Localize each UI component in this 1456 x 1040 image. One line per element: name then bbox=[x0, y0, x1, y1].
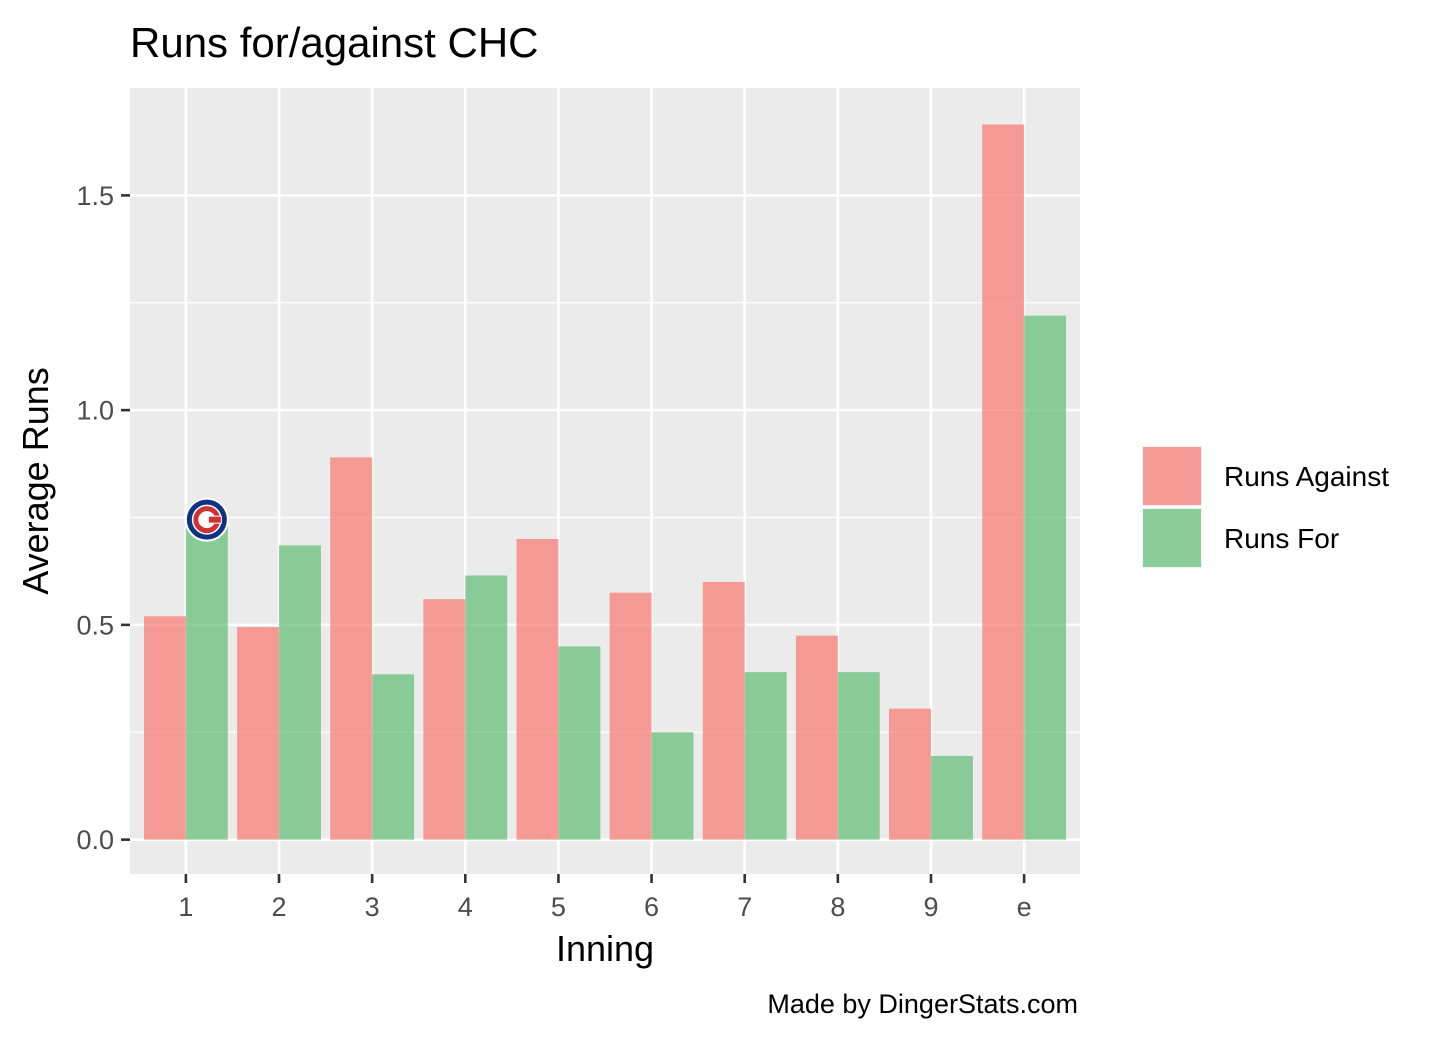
x-axis-title: Inning bbox=[556, 928, 654, 969]
x-tick-label: 1 bbox=[178, 892, 193, 922]
x-tick-label: 4 bbox=[458, 892, 473, 922]
chart-title: Runs for/against CHC bbox=[130, 19, 539, 66]
bar-runs-for bbox=[372, 674, 415, 840]
bar-runs-for bbox=[465, 575, 508, 840]
y-axis: 0.0 0.5 1.0 1.5 bbox=[76, 181, 130, 855]
x-tick-label: 9 bbox=[923, 892, 938, 922]
bar-runs-against bbox=[609, 592, 652, 840]
bar-runs-for bbox=[930, 755, 973, 840]
bar-runs-for bbox=[651, 732, 694, 840]
x-tick-label: 3 bbox=[365, 892, 380, 922]
y-tick-label: 0.5 bbox=[76, 610, 114, 640]
legend: Runs Against Runs For bbox=[1142, 446, 1389, 568]
bar-runs-against bbox=[143, 616, 186, 840]
y-tick-label: 1.5 bbox=[76, 181, 114, 211]
bar-runs-for bbox=[185, 519, 228, 840]
bar-runs-against bbox=[330, 457, 373, 840]
caption: Made by DingerStats.com bbox=[767, 989, 1078, 1019]
x-tick-label: 5 bbox=[551, 892, 566, 922]
legend-label: Runs For bbox=[1224, 523, 1339, 554]
legend-label: Runs Against bbox=[1224, 461, 1389, 492]
bar-runs-for bbox=[837, 672, 880, 840]
bar-runs-against bbox=[423, 599, 466, 840]
y-tick-label: 0.0 bbox=[76, 825, 114, 855]
bar-runs-against bbox=[516, 538, 559, 840]
legend-swatch bbox=[1143, 509, 1201, 567]
cubs-logo-icon bbox=[184, 497, 229, 542]
y-tick-label: 1.0 bbox=[76, 396, 114, 426]
x-tick-label: 2 bbox=[272, 892, 287, 922]
bar-runs-for bbox=[1024, 315, 1067, 840]
legend-item-runs-against: Runs Against bbox=[1142, 446, 1389, 506]
y-axis-title: Average Runs bbox=[15, 367, 56, 594]
x-tick-label: 6 bbox=[644, 892, 659, 922]
bar-runs-for bbox=[279, 545, 321, 840]
x-tick-label: 7 bbox=[737, 892, 752, 922]
bar-runs-against bbox=[889, 708, 931, 840]
legend-item-runs-for: Runs For bbox=[1142, 508, 1339, 568]
bar-runs-against bbox=[702, 581, 745, 840]
x-tick-label: 8 bbox=[830, 892, 845, 922]
logo-layer bbox=[184, 497, 229, 542]
bar-runs-for bbox=[744, 672, 787, 840]
bars bbox=[143, 124, 1067, 840]
bar-runs-for bbox=[558, 646, 601, 840]
bar-runs-against bbox=[982, 124, 1025, 840]
x-tick-label: e bbox=[1017, 892, 1032, 922]
legend-swatch bbox=[1143, 447, 1201, 505]
bar-runs-against bbox=[795, 635, 838, 840]
bar-runs-against bbox=[237, 627, 280, 840]
x-axis: 1 2 3 4 5 6 7 8 9 e bbox=[178, 874, 1032, 922]
